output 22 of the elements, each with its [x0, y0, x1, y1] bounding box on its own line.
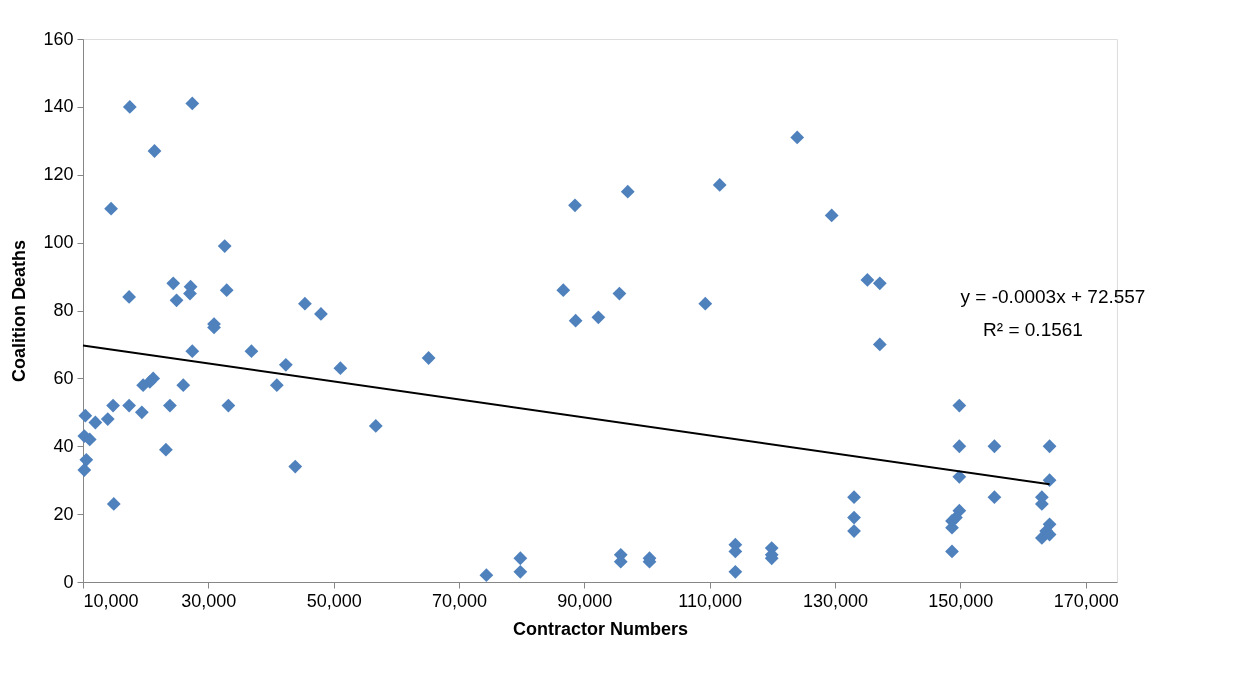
x-tick-label: 110,000 [678, 590, 743, 611]
x-tick-label: 10,000 [83, 590, 139, 611]
x-tick-label: 90,000 [557, 590, 613, 611]
x-axis-title: Contractor Numbers [512, 618, 689, 639]
x-tick-label: 170,000 [1053, 590, 1119, 611]
y-tick-label: 160 [43, 28, 74, 49]
x-tick-label: 30,000 [181, 590, 237, 611]
y-tick-label: 20 [53, 503, 74, 524]
y-tick-label: 60 [53, 367, 74, 388]
y-tick-label: 80 [53, 300, 74, 320]
x-tick-label: 150,000 [928, 590, 994, 611]
y-tick-label: 0 [63, 571, 74, 592]
x-tick-label: 70,000 [431, 590, 488, 611]
y-tick-label: 40 [53, 435, 74, 456]
y-tick-label: 120 [43, 164, 74, 185]
y-tick-label: 100 [43, 232, 74, 253]
x-tick-label: 50,000 [306, 590, 362, 611]
annotation: R² = 0.1561 [983, 319, 1083, 340]
y-axis-title: Coalition Deaths [9, 239, 30, 383]
annotation: y = -0.0003x + 72.557 [960, 286, 1146, 307]
x-tick-label: 130,000 [802, 590, 869, 611]
y-tick-label: 140 [43, 96, 74, 117]
